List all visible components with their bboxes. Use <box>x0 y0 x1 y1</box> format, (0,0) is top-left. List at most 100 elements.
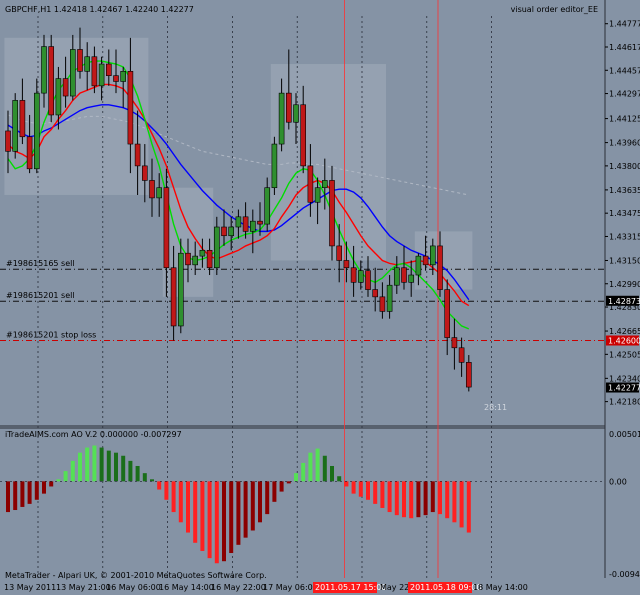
time-highlight-box <box>408 582 472 593</box>
candle-body <box>278 92 285 145</box>
ao-bar <box>114 452 118 482</box>
candle-body <box>422 255 429 266</box>
order-label: #198615201 stop loss <box>6 331 96 340</box>
ao-bar <box>70 460 75 482</box>
order-lines[interactable]: #198615165 sell #198615201 sell #198615201… <box>0 259 605 342</box>
ao-bar <box>358 481 363 497</box>
candle-body <box>178 252 184 327</box>
price-tick-label: 1.42180 <box>609 398 640 407</box>
candle-body <box>192 255 198 266</box>
ao-bar <box>258 481 262 523</box>
ao-bar <box>308 452 313 482</box>
ao-bar <box>330 465 334 482</box>
price-highlight-label: 1.42873 <box>608 297 640 306</box>
footer-copyright: MetaTrader - Alpari UK, © 2001-2010 Meta… <box>5 571 267 580</box>
candle-body <box>336 245 343 261</box>
ao-bar <box>99 447 104 482</box>
symbol-header: GBPCHF,H1 1.42418 1.42467 1.42240 1.4227… <box>5 5 194 14</box>
candle-body <box>465 362 472 388</box>
candle-body <box>170 267 177 327</box>
ao-bar <box>272 481 277 502</box>
candle-body <box>62 78 69 97</box>
candle-body <box>242 216 249 232</box>
price-tick-label: 1.42830 <box>609 303 640 312</box>
candle-body <box>393 267 400 286</box>
ao-bar <box>135 465 140 482</box>
price-tick-label: 1.44297 <box>609 90 640 99</box>
candle-body <box>307 165 314 203</box>
price-tick-label: 1.44617 <box>609 43 640 52</box>
price-tick-label: 1.42665 <box>609 327 640 336</box>
candle-body <box>321 180 328 189</box>
ao-bar <box>423 481 428 516</box>
price-highlight-label: 1.42600 <box>608 337 640 346</box>
ao-bar <box>20 481 25 507</box>
candle-body <box>199 249 206 257</box>
candle-body <box>372 289 379 298</box>
ao-bar <box>49 481 54 487</box>
time-tick-label: 16 May 22:00 <box>211 583 266 592</box>
candle-body <box>134 143 141 167</box>
candle-body <box>120 70 126 82</box>
session-box <box>4 37 149 195</box>
candle-body <box>48 46 55 116</box>
candle-body <box>429 245 436 266</box>
ao-bar <box>445 481 450 519</box>
candle-body <box>386 284 393 312</box>
candle-body <box>365 270 371 290</box>
candle-body <box>113 75 119 82</box>
price-tick-label: 1.44457 <box>609 66 640 75</box>
price-highlight-label: 1.42277 <box>608 384 640 393</box>
candle-body <box>12 100 18 152</box>
ao-bar <box>294 473 298 482</box>
candle-body <box>379 296 386 312</box>
ao-bar <box>337 476 342 482</box>
price-highlight-box <box>606 335 639 346</box>
candle-body <box>444 289 451 338</box>
price-tick-label: 1.43635 <box>609 186 640 195</box>
price-axis: 1.44777 1.44617 1.44457 1.44297 1.44125 1.439… <box>605 20 640 579</box>
ao-bar <box>157 481 162 490</box>
time-tick-label: 16 May 06:00 <box>106 583 161 592</box>
candle-body <box>357 270 364 283</box>
candle-body <box>264 187 271 225</box>
order-label: #198615201 sell <box>6 291 75 300</box>
time-tick-label: 17 May 06:00 <box>263 583 318 592</box>
ao-bar <box>142 473 147 482</box>
candle-body <box>84 56 90 72</box>
candle-body <box>458 347 465 363</box>
time-highlight-box <box>313 582 377 593</box>
ao-bar <box>193 481 198 543</box>
candle-body <box>293 104 299 123</box>
ao-axis-label: 0.005015 <box>609 430 640 439</box>
candle-body <box>350 267 357 283</box>
candle-body <box>127 70 134 145</box>
indicator-name: visual order editor_EE <box>511 5 598 14</box>
candle-body <box>55 78 62 116</box>
price-tick-label: 1.44777 <box>609 20 640 29</box>
ao-bar <box>186 481 190 533</box>
price-highlight-box <box>606 295 639 306</box>
candle-body <box>33 92 40 170</box>
time-tick-label: 18 May 14:00 <box>473 583 528 592</box>
ao-bar <box>438 481 442 515</box>
price-highlight-box <box>606 382 639 393</box>
price-tick-label: 1.42990 <box>609 280 640 289</box>
candle-body <box>98 63 105 87</box>
candle-body <box>206 249 213 269</box>
ao-bar <box>466 481 471 533</box>
ao-bar <box>150 479 154 482</box>
time-tick-label: 13 May 2011 <box>4 583 56 592</box>
candle-body <box>271 143 278 189</box>
candle-body <box>142 165 148 181</box>
price-tick-label: 1.43800 <box>609 162 640 171</box>
candle-body <box>343 260 350 269</box>
ao-bar <box>279 481 284 492</box>
candle-body <box>235 216 242 228</box>
ao-bar <box>373 481 378 504</box>
candle-body <box>5 130 11 152</box>
ao-bar <box>164 481 169 500</box>
ao-histogram <box>0 445 605 564</box>
